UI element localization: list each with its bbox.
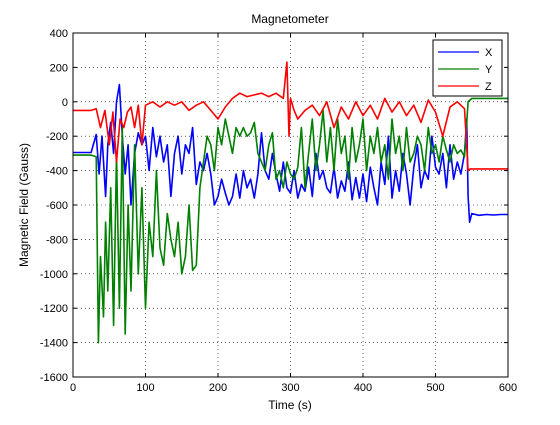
y-tick-label: -400 — [46, 166, 68, 178]
y-tick-label: -200 — [46, 131, 68, 143]
x-tick-label: 500 — [426, 382, 444, 394]
legend-box — [432, 39, 503, 97]
y-tick-label: -1000 — [40, 269, 68, 281]
ticks: 0 100 200 300 400 500 600 -1600 -1400 -1200 -1000 -… — [40, 28, 517, 394]
y-tick-label: -1200 — [40, 303, 68, 315]
x-axis-title: Time (s) — [268, 398, 312, 412]
series-line-z — [73, 61, 508, 172]
y-tick-label: 400 — [50, 28, 68, 40]
x-tick-label: 200 — [209, 382, 227, 394]
x-tick-label: 100 — [136, 382, 154, 394]
series-layer — [73, 61, 508, 344]
legend: XYZ — [432, 39, 503, 97]
y-tick-label: 0 — [62, 97, 68, 109]
chart-title: Magnetometer — [251, 12, 328, 26]
x-tick-label: 0 — [70, 382, 76, 394]
y-axis-title: Magnetic Field (Gauss) — [17, 143, 31, 267]
y-tick-label: -800 — [46, 234, 68, 246]
x-tick-label: 400 — [354, 382, 372, 394]
legend-label-x: X — [485, 47, 493, 59]
legend-label-y: Y — [485, 64, 493, 76]
x-tick-label: 300 — [281, 382, 299, 394]
y-tick-label: -1600 — [40, 372, 68, 384]
legend-label-z: Z — [485, 81, 492, 93]
series-line-y — [73, 97, 508, 344]
x-tick-label: 600 — [499, 382, 517, 394]
series-line-x — [73, 83, 508, 223]
y-tick-label: -600 — [46, 200, 68, 212]
y-tick-label: -1400 — [40, 338, 68, 350]
y-tick-label: 200 — [50, 62, 68, 74]
